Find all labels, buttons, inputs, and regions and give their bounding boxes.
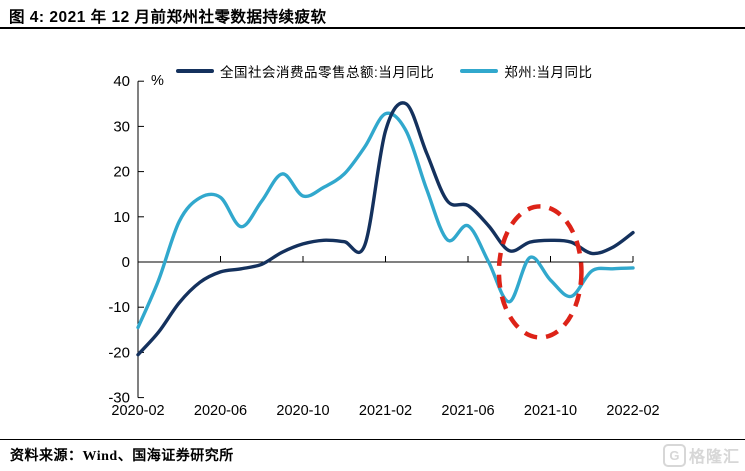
footer-divider <box>0 439 745 440</box>
y-tick-label: -30 <box>108 390 130 407</box>
legend-line-swatch-zhengzhou <box>460 69 499 73</box>
x-tick-label: 2022-02 <box>606 403 659 419</box>
x-tick-label: 2020-10 <box>276 403 329 419</box>
y-axis-unit-label: % <box>151 73 164 89</box>
y-tick-label: -10 <box>108 299 130 316</box>
y-tick-label: 20 <box>113 164 130 181</box>
y-tick-label: 0 <box>122 254 130 271</box>
logo-text: 格隆汇 <box>688 449 740 466</box>
x-tick-label: 2021-06 <box>441 403 494 419</box>
y-tick-label: -20 <box>108 344 130 361</box>
y-tick-label: 40 <box>113 73 130 90</box>
legend-item-national: 全国社会消费品零售总额:当月同比 <box>176 61 434 81</box>
series-line-zhengzhou <box>136 111 635 330</box>
x-tick-label: 2021-10 <box>524 403 577 419</box>
source-text: 资料来源：Wind、国海证券研究所 <box>10 449 234 464</box>
chart-legend: 全国社会消费品零售总额:当月同比 郑州:当月同比 <box>176 61 593 81</box>
logo-g-badge: G <box>662 443 686 467</box>
y-tick-label: 30 <box>113 118 130 135</box>
title-divider <box>0 27 745 29</box>
gelonghui-logo: G 格隆汇 <box>662 443 740 467</box>
legend-line-swatch-national <box>176 69 214 73</box>
x-tick-label: 2020-02 <box>111 403 164 419</box>
highlight-ellipse <box>496 204 584 340</box>
figure-title: 图 4: 2021 年 12 月前郑州社零数据持续疲软 <box>9 9 327 26</box>
legend-label-zhengzhou: 郑州:当月同比 <box>504 65 593 80</box>
y-tick-label: 10 <box>113 209 130 226</box>
x-tick-label: 2020-06 <box>194 403 247 419</box>
series-line-national <box>136 101 635 357</box>
x-tick-label: 2021-02 <box>359 403 412 419</box>
legend-item-zhengzhou: 郑州:当月同比 <box>460 61 592 81</box>
legend-label-national: 全国社会消费品零售总额:当月同比 <box>220 65 435 80</box>
